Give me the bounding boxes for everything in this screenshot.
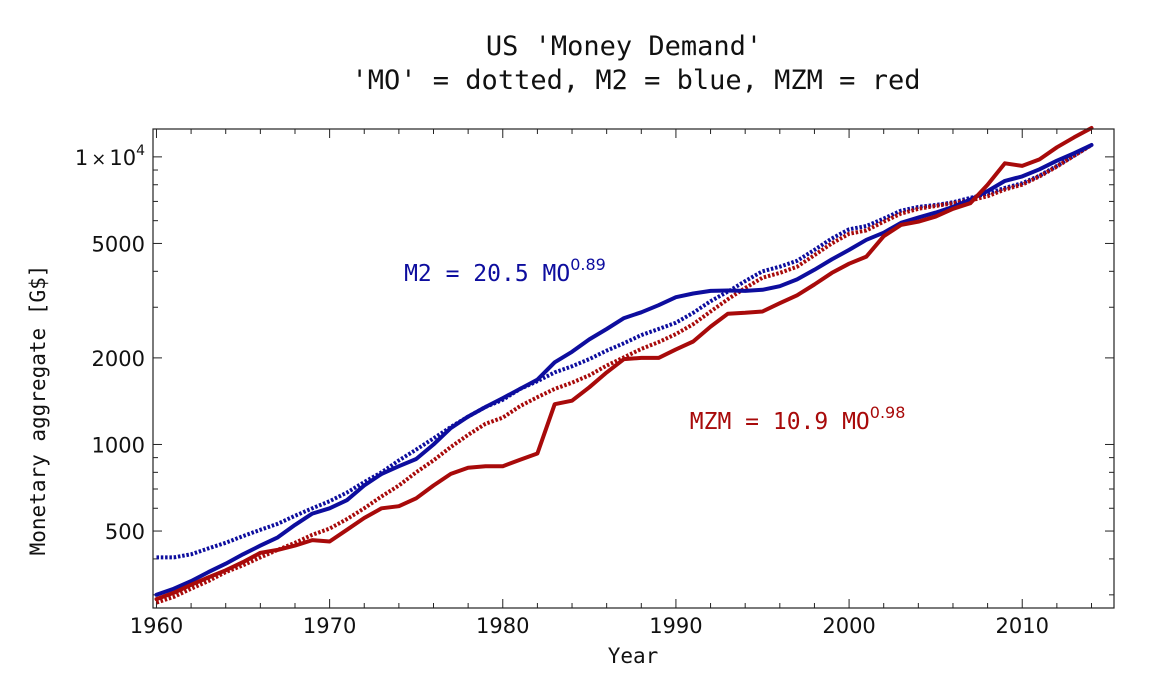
series-m2-dotted-line bbox=[156, 143, 1093, 560]
x-tick-label: 1970 bbox=[303, 614, 356, 638]
y-axis-label: Monetary aggregate [G$] bbox=[26, 265, 50, 556]
axis-ticks: 1960 1970 1980 1990 2000 2010 500 1000 2000 5000 1… bbox=[75, 129, 1114, 638]
annotation-base: M2 = 20.5 MO bbox=[404, 261, 570, 287]
chart-subtitle: 'MO' = dotted, M2 = blue, MZM = red bbox=[352, 65, 921, 96]
series-mzm-line bbox=[154, 126, 1094, 602]
y-tick-label: 1000 bbox=[92, 433, 145, 457]
series-layer bbox=[154, 126, 1094, 605]
y-tick-label-base: 1 bbox=[75, 146, 88, 170]
annotation-exponent: 0.98 bbox=[870, 403, 906, 422]
y-tick-label: 2000 bbox=[92, 347, 145, 371]
x-tick-label: 2010 bbox=[996, 614, 1049, 638]
annotations: M2 = 20.5 MO0.89 MZM = 10.9 MO0.98 bbox=[404, 255, 905, 435]
annotation-base: MZM = 10.9 MO bbox=[690, 409, 870, 435]
annotation-exponent: 0.89 bbox=[570, 255, 606, 274]
series-mzm-dotted-line bbox=[155, 143, 1093, 605]
y-tick-label-ten: 10 bbox=[109, 146, 136, 170]
x-tick-label: 1990 bbox=[649, 614, 702, 638]
y-tick-label-times: × bbox=[91, 149, 106, 170]
series-m2-line bbox=[154, 143, 1094, 597]
chart-title: US 'Money Demand' bbox=[486, 31, 762, 62]
plot-frame bbox=[152, 128, 1115, 609]
y-tick-label: 5000 bbox=[92, 232, 145, 256]
y-tick-label: 1 × 104 bbox=[75, 143, 145, 170]
y-tick-label: 500 bbox=[105, 520, 145, 544]
annotation-1: MZM = 10.9 MO0.98 bbox=[690, 403, 906, 435]
y-tick-label-exp: 4 bbox=[136, 143, 145, 159]
x-tick-label: 1960 bbox=[130, 614, 183, 638]
x-tick-label: 1980 bbox=[476, 614, 529, 638]
x-tick-label: 2000 bbox=[822, 614, 875, 638]
annotation-0: M2 = 20.5 MO0.89 bbox=[404, 255, 606, 287]
x-axis-label: Year bbox=[608, 644, 659, 668]
